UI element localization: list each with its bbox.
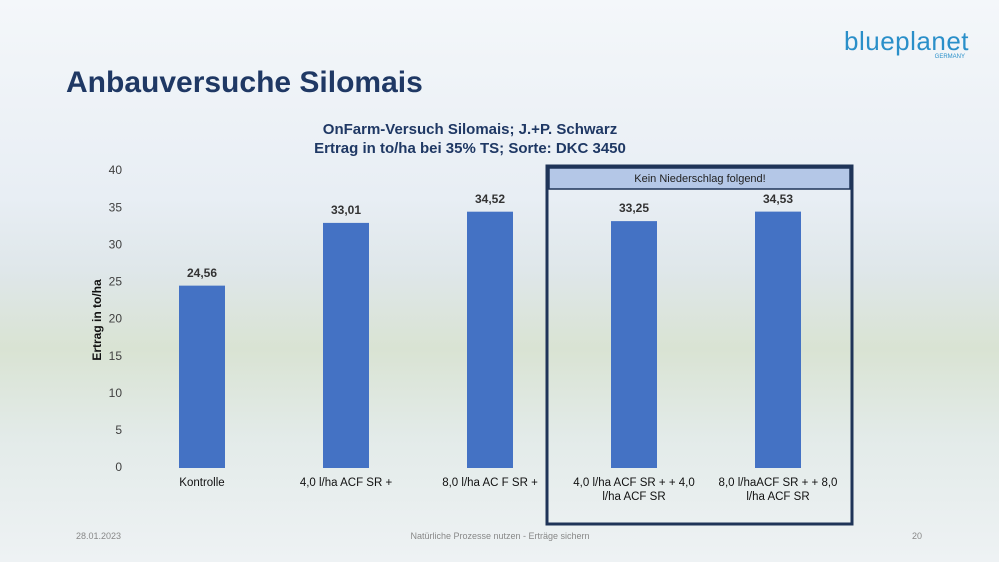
value-label: 24,56 [186, 265, 218, 280]
y-tick-label: 0 [115, 460, 122, 474]
y-tick-label: 5 [115, 423, 122, 437]
annotation: Kein Niederschlag folgend! [634, 173, 765, 185]
highlight-frame [545, 164, 854, 526]
y-tick-label: 40 [109, 163, 123, 177]
x-tick-label: 8,0 l/ha AC F SR + [442, 477, 538, 489]
y-tick-label: 35 [109, 200, 123, 214]
bar [755, 211, 801, 468]
bar [611, 221, 657, 468]
x-tick-label: 4,0 l/ha ACF SR + + 4,0 l/ha ACF SR [573, 477, 695, 503]
value-label: 34,52 [474, 191, 506, 206]
y-tick-label: 25 [109, 275, 123, 289]
value-label: 33,01 [330, 202, 362, 217]
bar [323, 222, 369, 468]
bar [467, 211, 513, 468]
logo: blueplanet [844, 26, 969, 56]
chart-subtitle: Ertrag in to/ha bei 35% TS; Sorte: DKC 3… [314, 140, 626, 157]
value-label: 33,25 [618, 201, 650, 216]
slide-title: Anbauversuche Silomais [66, 66, 423, 99]
x-tick-label: Kontrolle [179, 477, 225, 489]
x-tick-label: 8,0 l/haACF SR + + 8,0 l/ha ACF SR [718, 477, 838, 503]
footer-text: Natürliche Prozesse nutzen - Erträge sic… [410, 531, 590, 541]
x-tick-label: 4,0 l/ha ACF SR + [299, 477, 393, 489]
annotation-box [548, 167, 851, 190]
y-axis-label: Ertrag in to/ha [90, 279, 104, 361]
footer-date: 28.01.2023 [76, 531, 122, 541]
chart-title: OnFarm-Versuch Silomais; J.+P. Schwarz [322, 121, 618, 138]
value-label: 34,53 [762, 191, 794, 206]
y-tick-label: 20 [109, 312, 123, 326]
page-number: 20 [912, 531, 923, 541]
bar [179, 285, 225, 468]
y-tick-label: 10 [109, 386, 123, 400]
y-tick-label: 30 [109, 237, 123, 251]
logo-sub: GERMANY [934, 54, 965, 60]
y-tick-label: 15 [109, 349, 123, 363]
